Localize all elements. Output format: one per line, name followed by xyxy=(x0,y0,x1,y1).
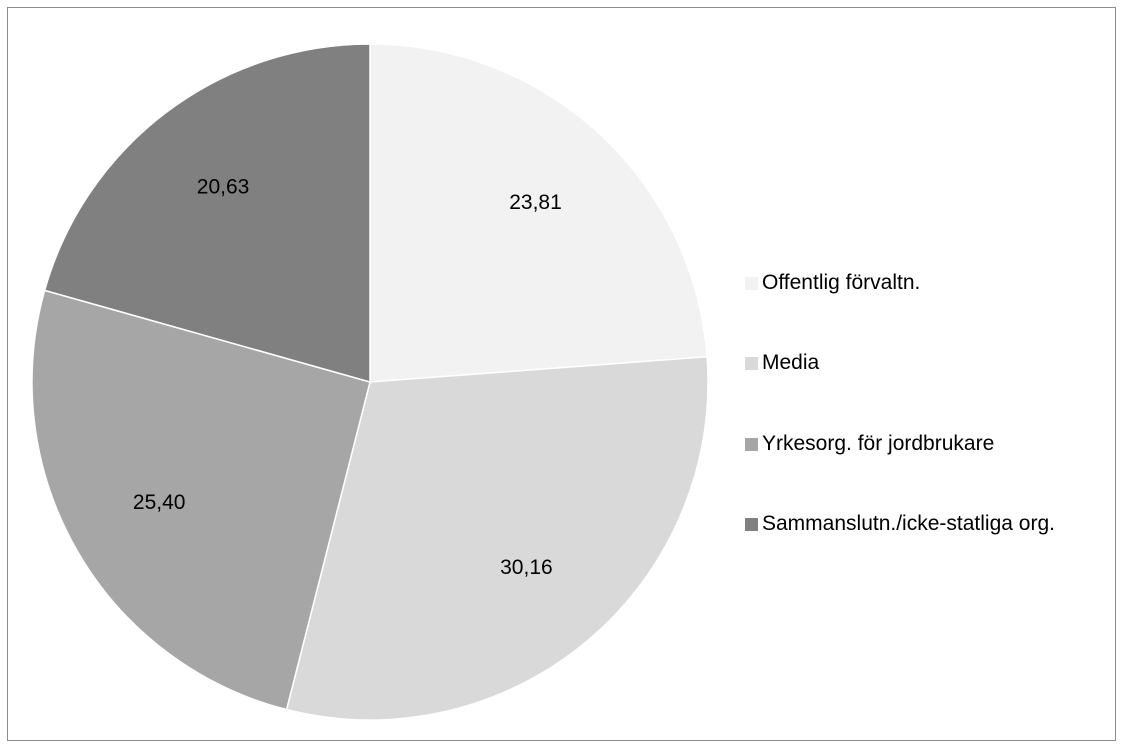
legend-item-yrkesorg: Yrkesorg. för jordbrukare xyxy=(745,429,994,459)
pie-data-labels: 23,81 30,16 25,40 20,63 xyxy=(133,176,562,579)
legend-label-offentlig: Offentlig förvaltn. xyxy=(762,271,921,294)
legend-item-media: Media xyxy=(745,348,819,378)
chart-frame: 23,81 30,16 25,40 20,63 Offentlig förvaltn.… xyxy=(7,7,1116,741)
legend-label-sammanslutn: Sammanslutn./icke-statliga org. xyxy=(762,512,1055,535)
pie-data-label-1: 30,16 xyxy=(500,556,553,579)
legend-swatch-offentlig xyxy=(745,276,758,290)
legend-item-sammanslutn: Sammanslutn./icke-statliga org. xyxy=(745,509,1055,539)
legend-swatch-media xyxy=(745,356,758,370)
legend-item-offentlig: Offentlig förvaltn. xyxy=(745,268,920,298)
pie-slice-3 xyxy=(43,43,371,383)
legend-label-media: Media xyxy=(762,351,820,374)
legend-swatch-yrkesorg xyxy=(745,437,758,451)
pie-data-label-2: 25,40 xyxy=(133,491,186,514)
legend-label-yrkesorg: Yrkesorg. för jordbrukare xyxy=(762,432,995,455)
pie-slice-1 xyxy=(285,355,709,721)
pie-chart: 23,81 30,16 25,40 20,63 xyxy=(31,43,709,721)
pie-slices xyxy=(31,43,709,721)
pie-slice-0 xyxy=(369,43,708,383)
legend-swatch-sammanslutn xyxy=(745,517,758,531)
pie-data-label-3: 20,63 xyxy=(197,176,250,199)
pie-data-label-0: 23,81 xyxy=(509,191,562,214)
pie-slice-2 xyxy=(31,289,371,711)
